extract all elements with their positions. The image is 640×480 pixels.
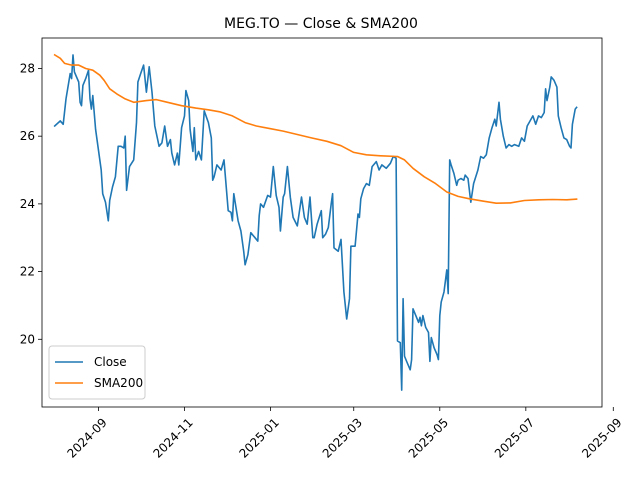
series-layer (53, 53, 578, 391)
x-tick-label: 2024-09 (64, 415, 109, 460)
x-tick-label: 2025-07 (492, 415, 537, 460)
y-tick-label: 22 (20, 265, 35, 279)
x-tick-label: 2024-11 (150, 415, 195, 460)
x-tick-label: 2025-03 (320, 415, 365, 460)
chart-title: MEG.TO — Close & SMA200 (224, 16, 418, 32)
y-tick-label: 26 (20, 129, 35, 143)
plot-frame (41, 37, 603, 408)
x-tick-label: 2025-05 (406, 415, 451, 460)
x-axis: 2024-09 2024-11 2025-01 2025-03 2025-05 2025-… (64, 407, 625, 461)
legend-label-sma200: SMA200 (94, 376, 143, 390)
y-tick-label: 24 (20, 197, 35, 211)
series-line-sma200 (53, 53, 578, 204)
x-tick-label: 2025-09 (579, 415, 624, 460)
y-tick-label: 20 (20, 332, 35, 346)
y-tick-label: 28 (20, 61, 35, 75)
series-line-close (53, 54, 578, 391)
legend: Close SMA200 (48, 345, 146, 400)
y-axis: 20 22 24 26 28 (20, 61, 42, 346)
x-tick-label: 2025-01 (237, 415, 282, 460)
legend-label-close: Close (94, 355, 127, 369)
legend-box (48, 345, 146, 400)
